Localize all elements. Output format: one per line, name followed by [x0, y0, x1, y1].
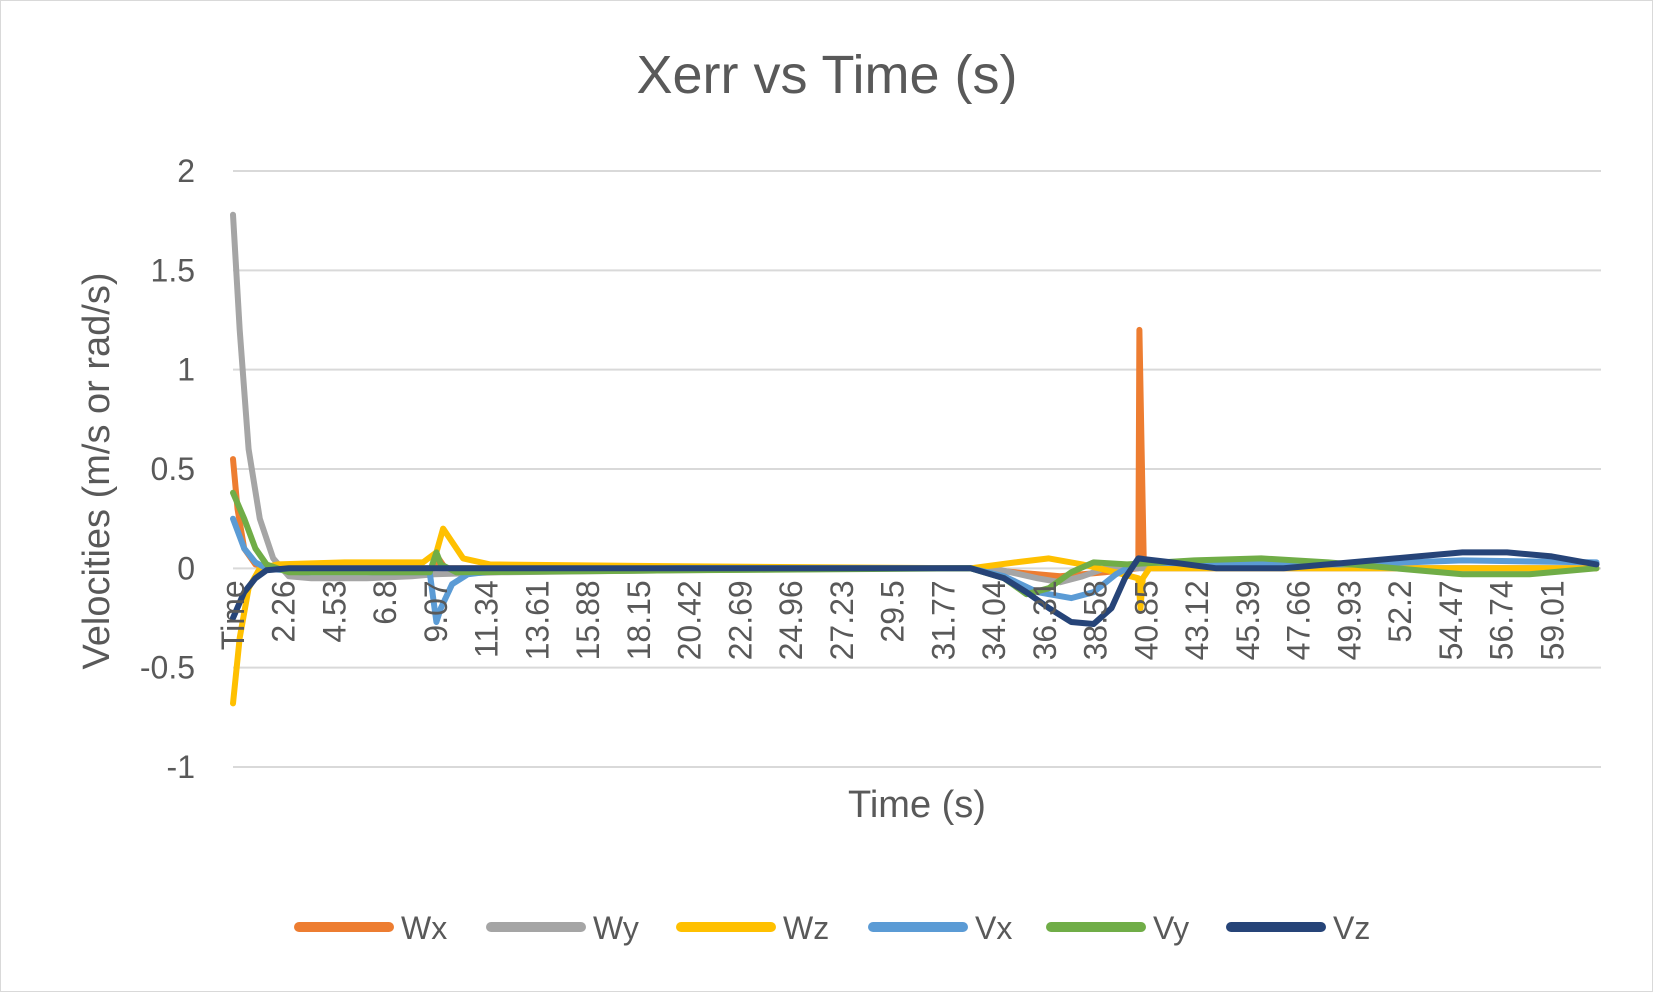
x-tick-label: 22.69	[722, 580, 758, 660]
x-axis-title: Time (s)	[848, 784, 986, 826]
y-tick-label: -0.5	[140, 650, 195, 686]
x-axis-ticks: Time 2.26 4.53 6.8 9.07 11.34 13.61 15.88 18.15 2…	[215, 580, 1570, 660]
legend-label-wx: Wx	[401, 910, 447, 946]
x-tick-label: 27.23	[824, 580, 860, 660]
legend: Wx Wy Wz Vx Vy Vz	[294, 910, 1370, 946]
y-tick-label: 1.5	[151, 252, 195, 288]
x-tick-label: 9.07	[418, 580, 454, 642]
x-tick-label: 54.47	[1433, 580, 1469, 660]
x-tick-label: 52.2	[1382, 580, 1418, 642]
x-tick-label: 6.8	[367, 580, 403, 624]
x-tick-label: 56.74	[1484, 580, 1520, 660]
x-tick-label: 18.15	[621, 580, 657, 660]
x-tick-label: 20.42	[672, 580, 708, 660]
gridlines	[233, 170, 1601, 768]
x-tick-label: 4.53	[317, 580, 353, 642]
x-tick-label: 31.77	[925, 580, 961, 660]
series-line-vz	[230, 549, 1600, 627]
legend-label-vy: Vy	[1153, 910, 1189, 946]
x-tick-label: 13.61	[519, 580, 555, 660]
y-tick-label: -1	[167, 749, 195, 785]
plot-series	[230, 211, 1600, 707]
legend-label-vx: Vx	[975, 910, 1012, 946]
x-tick-label: 34.04	[976, 580, 1012, 660]
legend-label-vz: Vz	[1333, 910, 1370, 946]
x-tick-label: 59.01	[1534, 580, 1570, 660]
y-tick-label: 0	[177, 550, 195, 586]
x-tick-label: 11.34	[469, 580, 505, 658]
x-tick-label: 38.58	[1078, 580, 1114, 660]
x-tick-label: Time	[215, 580, 251, 650]
x-tick-label: 36.31	[1027, 580, 1063, 660]
x-tick-label: 2.26	[266, 580, 302, 642]
legend-label-wy: Wy	[593, 910, 639, 946]
x-tick-label: 49.93	[1331, 580, 1367, 660]
x-tick-label: 40.85	[1128, 580, 1164, 660]
y-tick-label: 1	[177, 352, 195, 388]
x-tick-label: 47.66	[1281, 580, 1317, 660]
y-tick-label: 0.5	[151, 451, 195, 487]
y-axis-ticks: 2 1.5 1 0.5 0 -0.5 -1	[140, 153, 195, 785]
y-axis-title: Velocities (m/s or rad/s)	[76, 273, 118, 670]
x-tick-label: 24.96	[773, 580, 809, 660]
x-tick-label: 15.88	[570, 580, 606, 660]
x-tick-label: 29.5	[875, 580, 911, 642]
chart-title: Xerr vs Time (s)	[636, 45, 1017, 105]
legend-label-wz: Wz	[783, 910, 829, 946]
x-tick-label: 43.12	[1179, 580, 1215, 660]
y-tick-label: 2	[177, 153, 195, 189]
x-tick-label: 45.39	[1230, 580, 1266, 660]
